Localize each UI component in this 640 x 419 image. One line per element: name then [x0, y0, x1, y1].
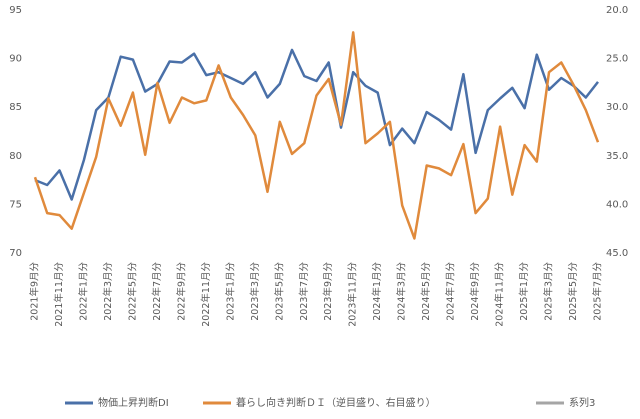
x-tick-label: 2023年1月分	[224, 262, 236, 321]
x-tick-label: 2025年3月分	[543, 262, 555, 321]
x-tick-label: 2024年5月分	[420, 262, 432, 321]
y2-tick-label: 25.0	[606, 54, 628, 65]
x-tick-label: 2022年1月分	[77, 262, 89, 321]
x-tick-label: 2022年5月分	[126, 262, 138, 321]
x-tick-label: 2021年9月分	[29, 262, 41, 321]
x-tick-label: 2024年1月分	[371, 262, 383, 321]
x-tick-label: 2024年9月分	[469, 262, 481, 321]
x-tick-label: 2023年5月分	[273, 262, 285, 321]
x-tick-label: 2022年9月分	[175, 262, 187, 321]
y-tick-label: 75	[9, 199, 22, 210]
x-tick-label: 2023年7月分	[298, 262, 310, 321]
x-tick-label: 2022年7月分	[151, 262, 163, 321]
legend-label: 物価上昇判断DI	[98, 396, 169, 409]
y2-tick-label: 20.0	[606, 5, 628, 16]
x-tick-label: 2025年5月分	[567, 262, 579, 321]
x-tick-label: 2022年3月分	[102, 262, 114, 321]
series-line	[34, 48, 599, 201]
x-tick-label: 2024年7月分	[445, 262, 457, 321]
y-tick-label: 95	[9, 5, 22, 16]
series-line	[33, 31, 600, 240]
y-tick-label: 80	[9, 151, 22, 162]
x-tick-label: 2024年3月分	[396, 262, 408, 321]
x-tick-label: 2023年9月分	[322, 262, 334, 321]
x-tick-label: 2023年11月分	[347, 262, 359, 327]
x-tick-label: 2022年11月分	[200, 262, 212, 327]
x-tick-label: 2024年11月分	[494, 262, 506, 327]
x-tick-label: 2021年11月分	[53, 262, 65, 327]
legend-label: 系列3	[569, 396, 595, 409]
y-tick-label: 90	[9, 54, 22, 65]
y2-tick-label: 30.0	[606, 102, 628, 113]
y-tick-label: 85	[9, 102, 22, 113]
y-tick-label: 70	[9, 248, 22, 259]
x-tick-label: 2025年1月分	[518, 262, 530, 321]
y2-tick-label: 45.0	[606, 248, 628, 259]
legend-label: 暮らし向き判断ＤＩ（逆目盛り、右目盛り）	[236, 396, 436, 409]
y2-tick-label: 40.0	[606, 199, 628, 210]
x-tick-label: 2023年3月分	[249, 262, 261, 321]
y2-tick-label: 35.0	[606, 151, 628, 162]
x-tick-label: 2025年7月分	[592, 262, 604, 321]
